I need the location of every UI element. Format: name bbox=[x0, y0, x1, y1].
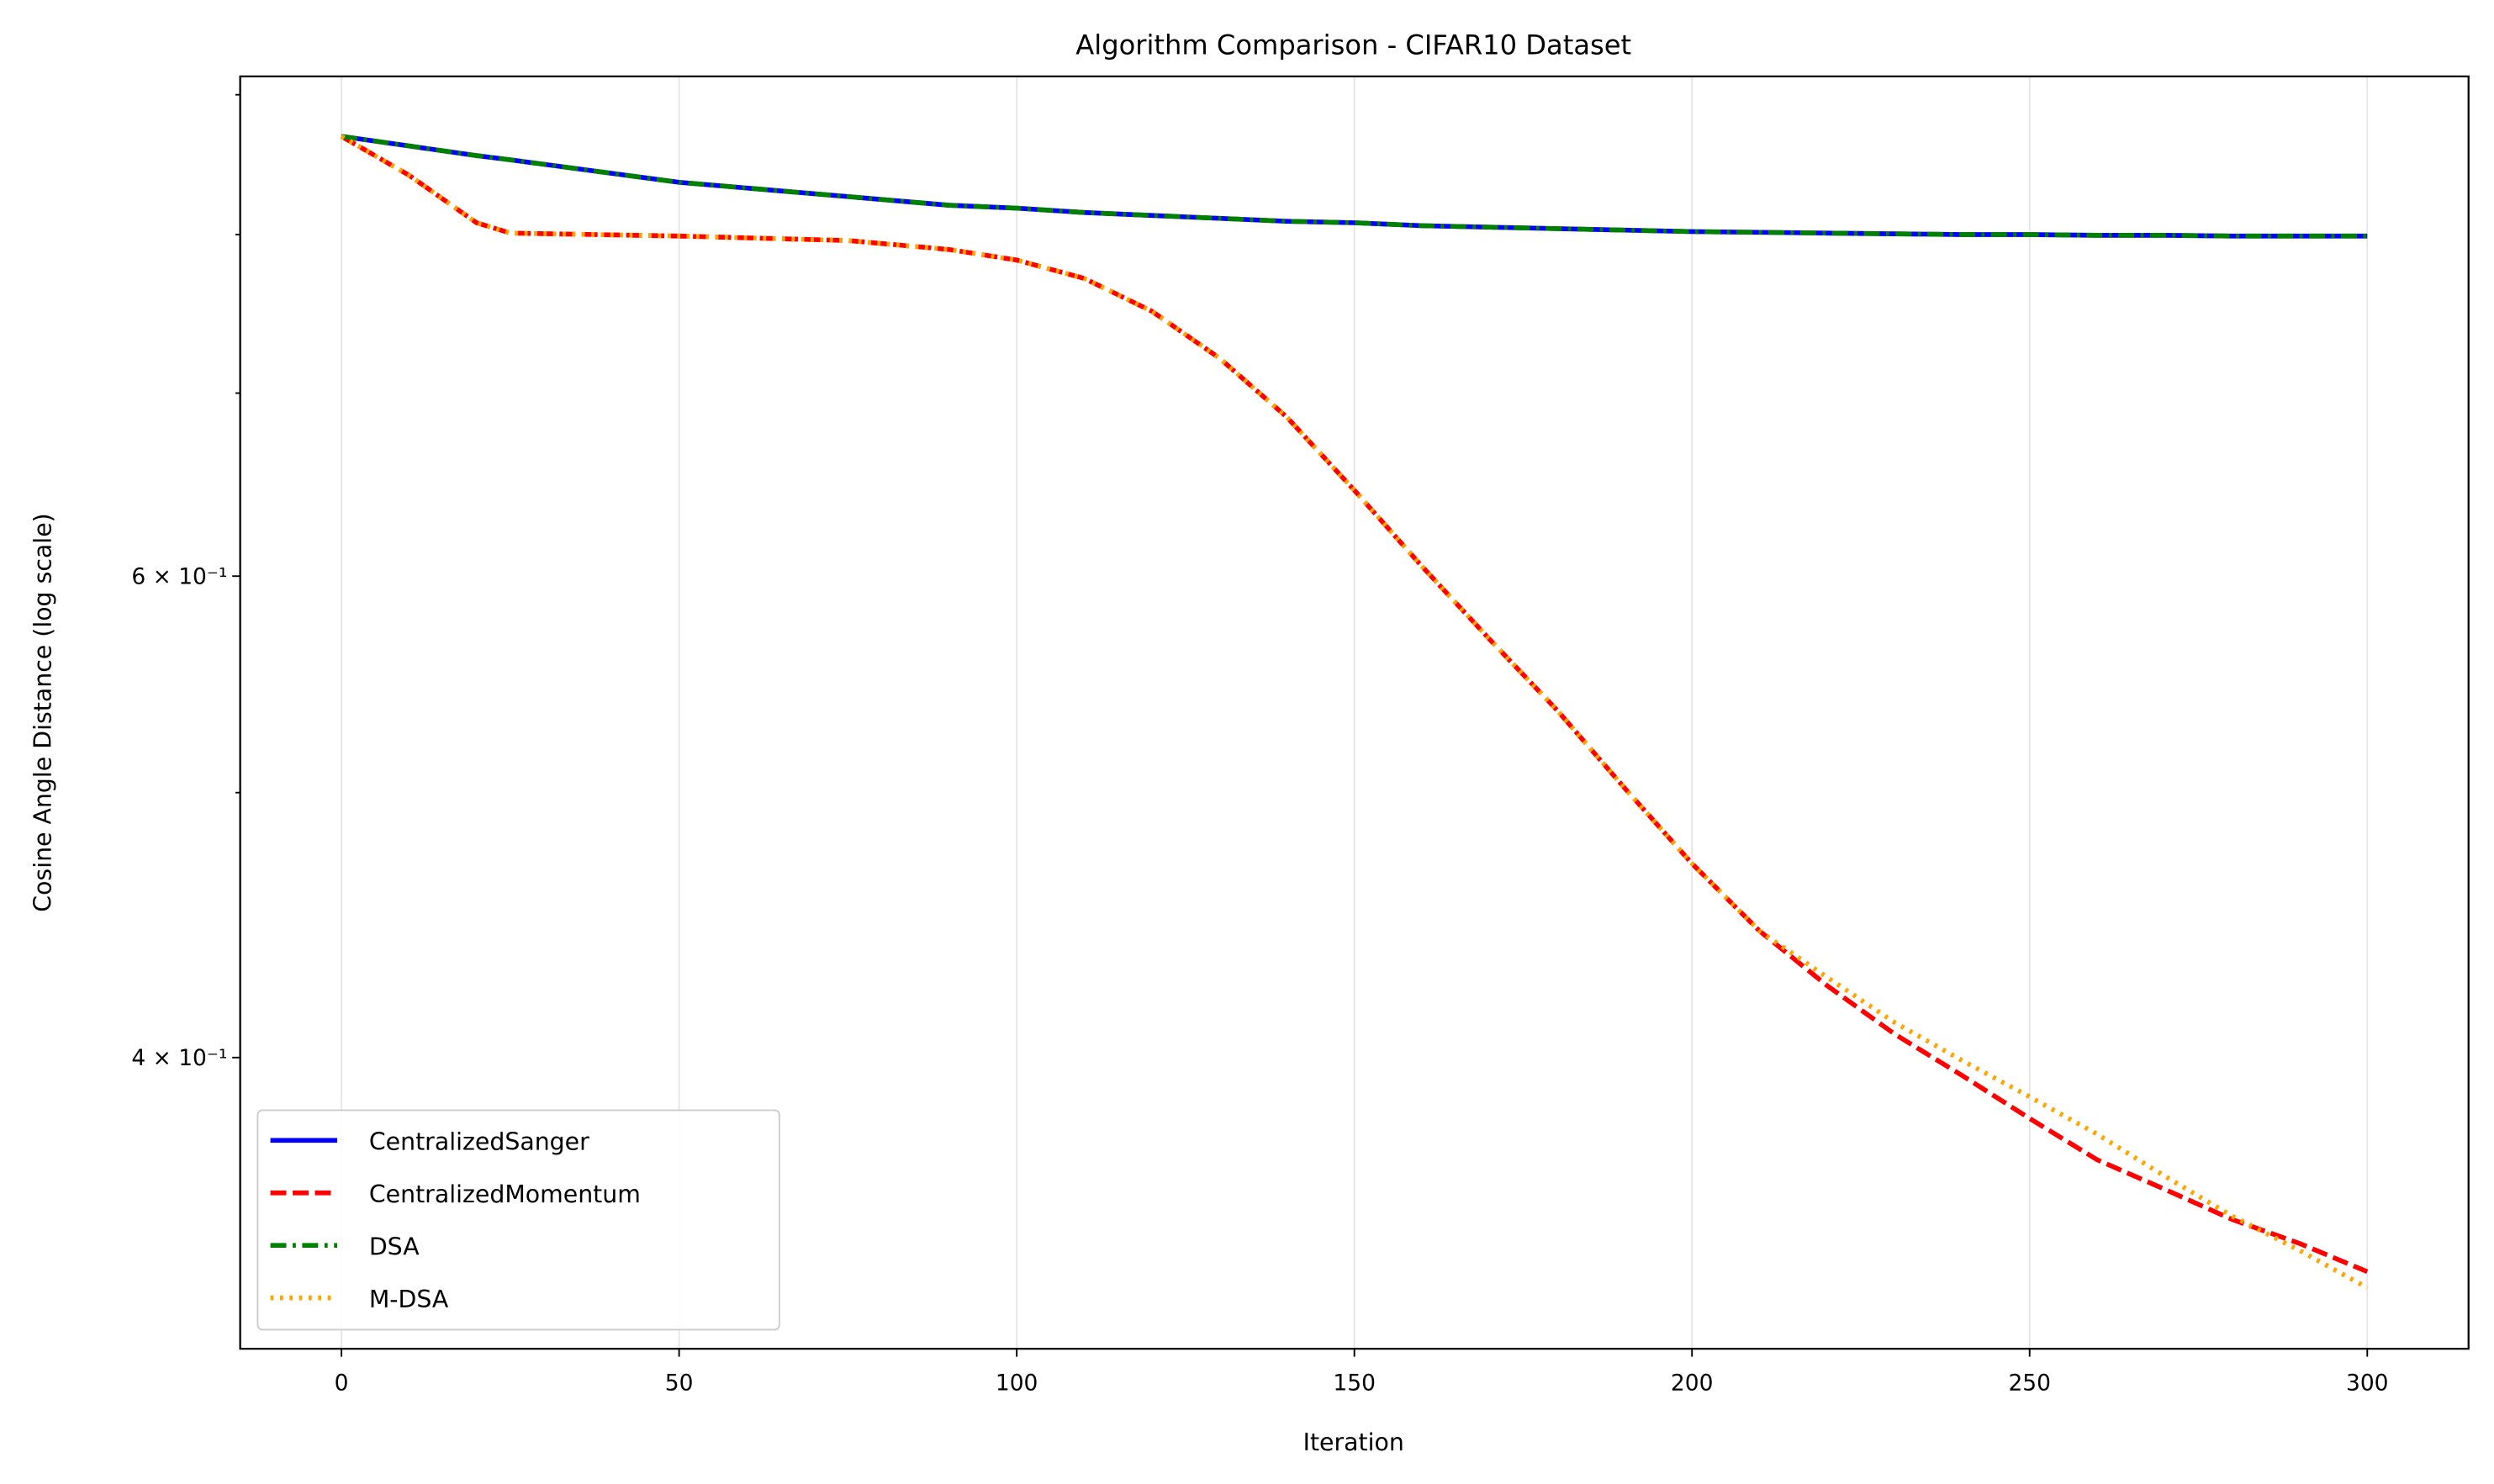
series-line bbox=[341, 134, 2368, 239]
legend-label: CentralizedMomentum bbox=[369, 1180, 641, 1208]
y-tick-label: 4 × 10⁻¹ bbox=[131, 1045, 227, 1071]
series-line bbox=[340, 134, 2369, 1291]
lines bbox=[340, 134, 2369, 1291]
legend-box bbox=[256, 1109, 780, 1331]
legend-label: CentralizedSanger bbox=[369, 1128, 589, 1156]
legend-label: M-DSA bbox=[369, 1286, 449, 1313]
x-tick-label: 300 bbox=[2346, 1370, 2389, 1396]
plot-frame bbox=[239, 75, 2470, 1350]
y-tick-label: 6 × 10⁻¹ bbox=[131, 564, 227, 590]
x-tick-label: 150 bbox=[1333, 1370, 1376, 1396]
x-axis-label: Iteration bbox=[1303, 1429, 1404, 1456]
chart-title: Algorithm Comparison - CIFAR10 Dataset bbox=[1075, 29, 1631, 61]
x-tick-label: 50 bbox=[665, 1370, 694, 1396]
x-tick-label: 200 bbox=[1671, 1370, 1714, 1396]
x-tick-label: 100 bbox=[996, 1370, 1038, 1396]
x-tick-label: 250 bbox=[2008, 1370, 2051, 1396]
legend-label: DSA bbox=[369, 1233, 420, 1261]
y-axis-label: Cosine Angle Distance (log scale) bbox=[29, 513, 57, 911]
x-tick-label: 0 bbox=[335, 1370, 349, 1396]
